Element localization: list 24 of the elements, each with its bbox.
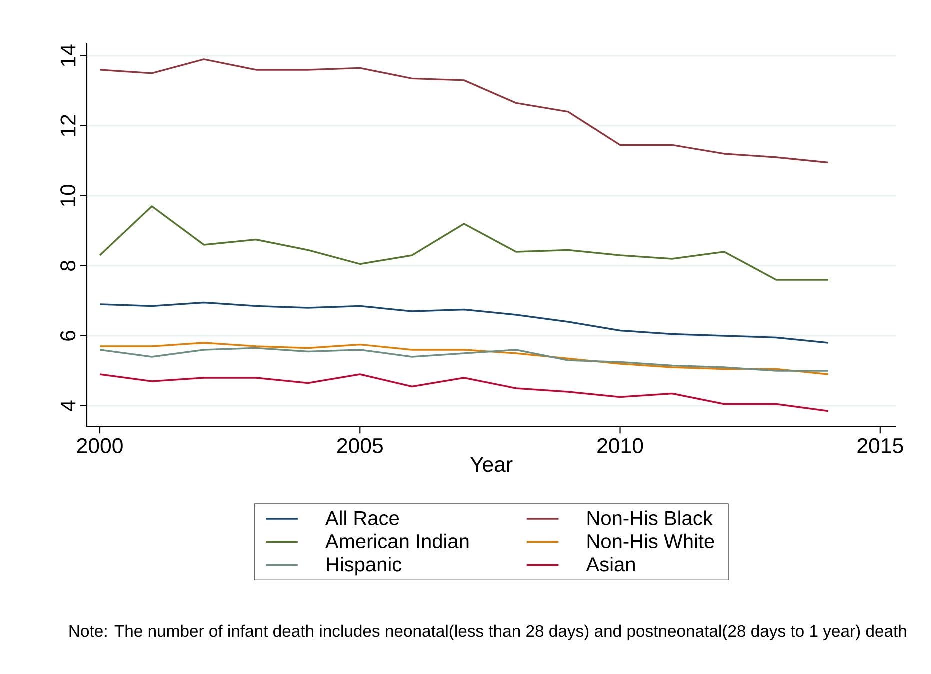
x-tick-label: 2015 — [858, 438, 904, 454]
line-series — [99, 374, 830, 412]
y-tick-label: 6 — [60, 330, 76, 341]
y-tick-label: 8 — [60, 260, 76, 271]
legend-label: Non-His Black — [588, 510, 713, 526]
legend-label: American Indian — [325, 534, 469, 549]
x-axis-title: Year — [470, 457, 513, 472]
line-series — [99, 342, 830, 376]
x-tick-label: 2000 — [77, 438, 123, 454]
y-tick-label: 12 — [60, 115, 76, 136]
line-series — [99, 347, 830, 372]
x-tick-label: 2010 — [598, 438, 644, 454]
y-tick-label: 4 — [60, 400, 76, 412]
x-tick-label: 2005 — [337, 438, 383, 454]
line-series — [99, 58, 830, 164]
legend-label: Asian — [586, 557, 635, 572]
legend-label: All Race — [325, 510, 399, 526]
line-series — [99, 302, 830, 344]
text: Note: The number of infant death includes neonatal(less than 28 days) and postneonatal(28 days to 1 year) death — [70, 624, 906, 640]
legend-label: Hispanic — [327, 557, 402, 576]
y-tick-label: 14 — [60, 44, 76, 66]
y-tick-label: 10 — [60, 184, 76, 206]
line-series — [99, 206, 830, 281]
legend-label: Non-His White — [588, 534, 714, 549]
